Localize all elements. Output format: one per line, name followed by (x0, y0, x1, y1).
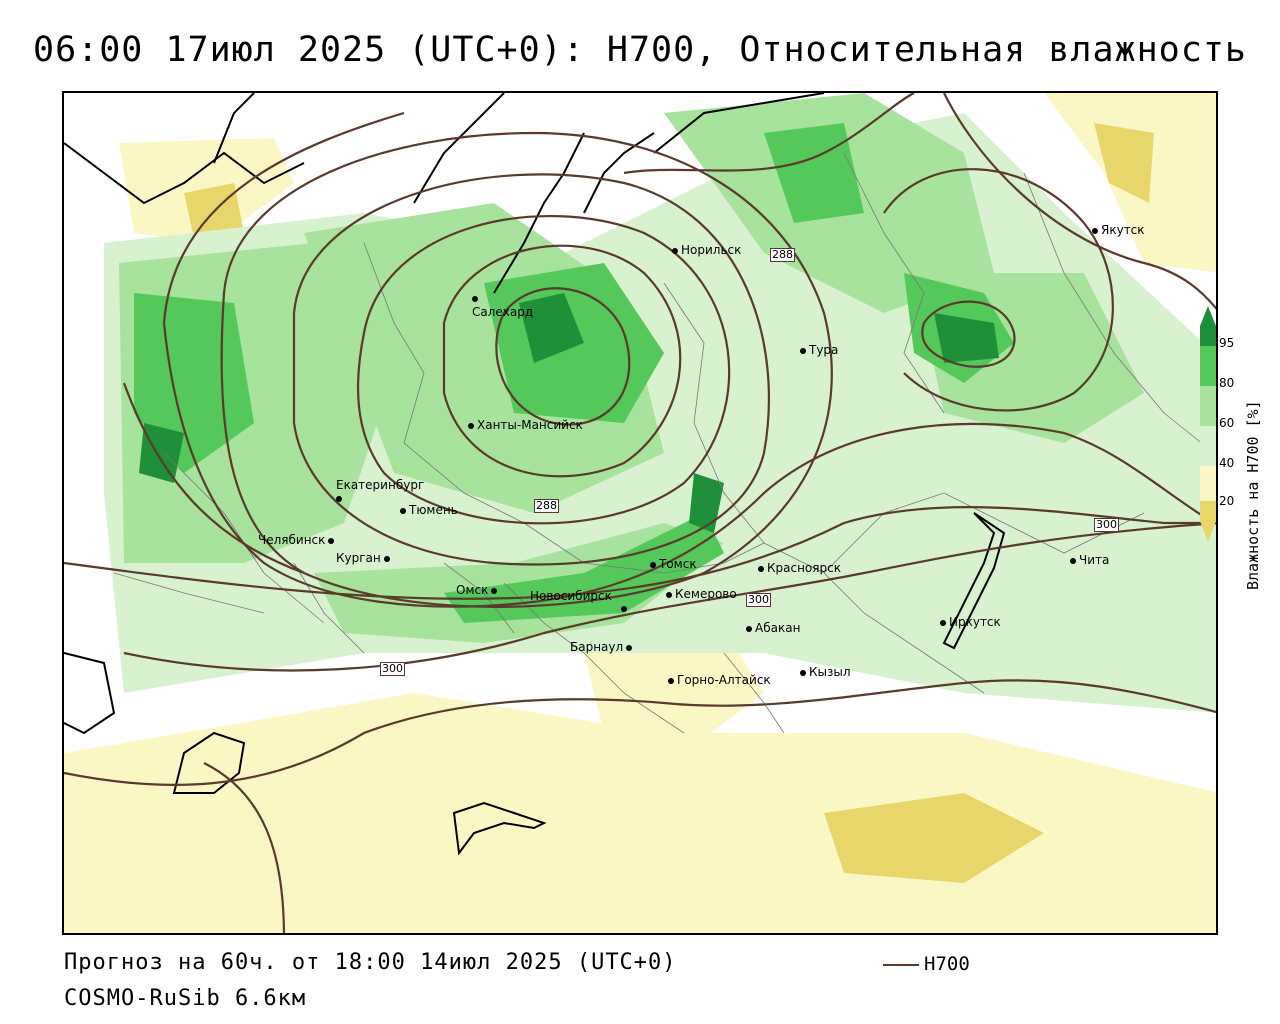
map-canvas (64, 93, 1216, 933)
contour-label: 300 (1094, 518, 1119, 532)
coast-white-sea (213, 93, 255, 164)
coast-aral (452, 801, 547, 856)
contour-label: 300 (380, 662, 405, 676)
humidity-field (64, 93, 1216, 933)
coastlines (64, 93, 1006, 856)
legend-line-swatch (883, 964, 919, 966)
coast-novaya-zemlya (413, 93, 505, 204)
colorbar (1200, 306, 1216, 542)
contour-south-arc (203, 762, 286, 933)
map-title: 06:00 17июл 2025 (UTC+0): H700, Относите… (33, 30, 1247, 70)
city-marker: Норильск (672, 243, 741, 257)
city-marker: Ханты-Мансийск (468, 418, 583, 432)
colorbar-tick: 40 (1219, 456, 1235, 470)
saturated-core-2 (934, 313, 999, 363)
model-name: COSMO-RuSib 6.6км (64, 986, 307, 1011)
city-marker: Кызыл (800, 665, 851, 679)
contour-taimyr (623, 93, 915, 175)
city-marker (336, 491, 345, 505)
colorbar-title: Влажность на H700 [%] (1244, 400, 1262, 590)
colorbar-tick: 95 (1219, 336, 1235, 350)
contour-300-south (64, 679, 1216, 787)
contour-ring-3 (356, 215, 731, 525)
city-marker: Кемерово (666, 587, 737, 601)
city-label: Салехард (472, 305, 534, 319)
colorbar-tick: 80 (1219, 376, 1235, 390)
contour-arc-5 (220, 131, 833, 608)
city-marker: Новосибирск (530, 589, 612, 603)
legend-label: H700 (924, 953, 970, 975)
contour-arc-6 (162, 111, 405, 324)
contour-west-1 (122, 382, 305, 575)
coast-baikal (942, 512, 1006, 650)
forecast-info: Прогноз на 60ч. от 18:00 14июл 2025 (UTC… (64, 950, 677, 975)
coast-black (64, 652, 116, 735)
h700-contours (64, 93, 1216, 933)
city-marker (621, 601, 630, 615)
coast-caspian (172, 731, 246, 794)
city-marker: Челябинск (258, 533, 337, 547)
contour-300-north (64, 506, 1216, 600)
contour-ring-1 (495, 287, 631, 426)
city-marker: Абакан (746, 621, 800, 635)
contour-ne-ring (921, 300, 1016, 368)
contour-ring-2 (442, 244, 682, 478)
city-marker: Тюмень (400, 503, 458, 517)
colorbar-tick: 20 (1219, 494, 1235, 508)
coast-taimyr (653, 93, 825, 154)
city-marker: Красноярск (758, 561, 841, 575)
city-label: Екатеринбург (336, 478, 425, 492)
contour-far-ne (943, 93, 1216, 310)
contour-ne-arc (883, 168, 1114, 412)
coast-yamal (493, 132, 585, 294)
city-marker: Курган (336, 551, 393, 565)
city-marker: Горно-Алтайск (668, 673, 771, 687)
city-marker: Якутск (1092, 223, 1145, 237)
contour-label: 288 (534, 499, 559, 513)
city-marker: Барнаул (570, 640, 635, 654)
wet-band-south (444, 513, 724, 623)
saturated-core-1 (519, 293, 584, 363)
city-marker: Чита (1070, 553, 1109, 567)
contour-300-mid (123, 522, 1216, 672)
city-marker (472, 291, 481, 305)
colorbar-tick: 60 (1219, 416, 1235, 430)
contour-ring-4 (292, 173, 770, 566)
wet-area-taimyr (764, 123, 864, 223)
coast-kola (64, 142, 305, 205)
dry-area-south-2 (824, 793, 1044, 883)
contour-label: 288 (770, 248, 795, 262)
coast-gydan (583, 132, 655, 214)
dry-area-ne-2 (1094, 123, 1154, 203)
saturated-core-4 (689, 473, 724, 533)
city-marker: Омск (456, 583, 500, 597)
contour-label: 300 (746, 593, 771, 607)
city-marker: Тура (800, 343, 838, 357)
humidity-map: 288 288 300 300 300 Норильск Якутск Сале… (62, 91, 1218, 935)
saturated-core-3 (139, 423, 184, 483)
city-marker: Томск (650, 557, 697, 571)
contour-arc-6b (162, 322, 1215, 608)
city-marker: Иркутск (940, 615, 1001, 629)
